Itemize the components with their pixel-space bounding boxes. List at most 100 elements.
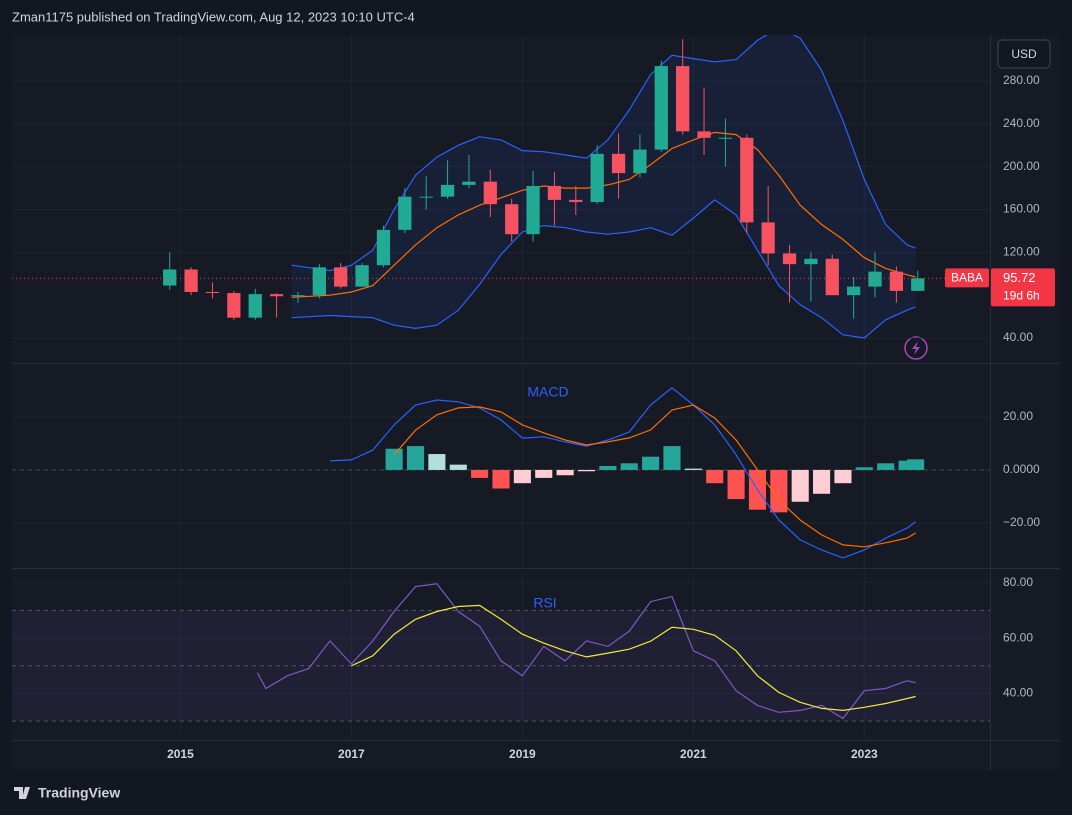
candle-body bbox=[312, 267, 326, 296]
y-tick-label: 40.00 bbox=[1003, 330, 1033, 344]
histogram-bar bbox=[813, 469, 831, 494]
candle-body bbox=[782, 253, 797, 265]
pane bbox=[12, 35, 990, 339]
candle-body bbox=[889, 271, 904, 291]
candle-body bbox=[526, 185, 540, 235]
overlay-line bbox=[291, 35, 916, 272]
brand-logo bbox=[14, 787, 30, 799]
candle-body bbox=[740, 137, 754, 223]
candle-body bbox=[334, 267, 348, 287]
candle-body bbox=[355, 265, 369, 287]
symbol-tag bbox=[945, 268, 989, 288]
countdown: 19d 6h bbox=[1003, 289, 1040, 303]
histogram-bar bbox=[877, 463, 895, 470]
candle-body bbox=[227, 293, 241, 318]
y-tick-label: 160.00 bbox=[1003, 202, 1040, 216]
y-tick-label: 0.0000 bbox=[1003, 462, 1040, 476]
candle-body bbox=[376, 229, 391, 266]
last-price: 95.72 bbox=[1003, 270, 1036, 285]
candle-body bbox=[611, 153, 626, 174]
histogram-bar bbox=[535, 469, 553, 478]
histogram-bar bbox=[449, 464, 467, 470]
alert-icon[interactable] bbox=[904, 336, 928, 360]
histogram-bar bbox=[727, 469, 745, 500]
currency-button[interactable] bbox=[997, 39, 1051, 69]
y-tick-label: 80.00 bbox=[1003, 575, 1033, 589]
candle-body bbox=[804, 258, 818, 265]
candle-body bbox=[269, 294, 284, 297]
y-tick-label: 280.00 bbox=[1003, 73, 1040, 87]
alert-bolt bbox=[912, 341, 920, 355]
histogram-bar bbox=[471, 469, 489, 478]
candle-body bbox=[547, 185, 562, 200]
histogram-bar bbox=[406, 446, 425, 470]
histogram-bar bbox=[385, 448, 403, 470]
ma-line bbox=[351, 604, 916, 712]
candle-body bbox=[205, 291, 220, 294]
y-tick-label: 120.00 bbox=[1003, 245, 1040, 259]
pane-title: MACD bbox=[527, 384, 568, 400]
x-tick-label: 2017 bbox=[338, 747, 365, 761]
candle-body bbox=[633, 149, 647, 174]
y-tick-label: −20.00 bbox=[1003, 515, 1040, 529]
candle-body bbox=[248, 294, 262, 318]
candle-body bbox=[398, 196, 412, 230]
symbol: BABA bbox=[951, 271, 983, 285]
brand: TradingView bbox=[38, 785, 120, 801]
histogram-bar bbox=[620, 463, 638, 470]
candle-body bbox=[868, 271, 882, 287]
histogram-bar bbox=[855, 467, 873, 470]
candle-body bbox=[654, 66, 668, 150]
histogram-bar bbox=[791, 469, 809, 502]
y-tick-label: 200.00 bbox=[1003, 159, 1040, 173]
histogram-bar bbox=[706, 469, 724, 484]
histogram-bar bbox=[428, 454, 446, 470]
x-tick-label: 2021 bbox=[680, 747, 707, 761]
currency: USD bbox=[1011, 47, 1037, 61]
histogram-bar bbox=[513, 469, 531, 484]
macd-line bbox=[329, 387, 916, 559]
x-tick-label: 2015 bbox=[167, 747, 194, 761]
candle-body bbox=[569, 199, 583, 203]
chart-area bbox=[12, 35, 1060, 770]
candle-body bbox=[590, 153, 604, 203]
pane bbox=[12, 582, 990, 722]
candle-body bbox=[440, 184, 455, 197]
y-tick-label: 20.00 bbox=[1003, 409, 1033, 423]
y-tick-label: 40.00 bbox=[1003, 686, 1033, 700]
x-tick-label: 2023 bbox=[851, 747, 878, 761]
histogram-bar bbox=[907, 459, 925, 470]
x-tick-label: 2019 bbox=[509, 747, 536, 761]
overlay-line bbox=[291, 199, 916, 339]
histogram-bar bbox=[577, 469, 596, 472]
candle-body bbox=[825, 258, 839, 296]
candle-body bbox=[505, 204, 519, 235]
candle-body bbox=[911, 278, 925, 291]
candle-body bbox=[291, 295, 305, 297]
rsi-line bbox=[256, 583, 916, 720]
candle-body bbox=[718, 137, 733, 139]
histogram-bar bbox=[770, 469, 788, 513]
candle-body bbox=[184, 269, 198, 292]
candle-body bbox=[676, 66, 690, 132]
histogram-bar bbox=[684, 468, 702, 470]
candle-body bbox=[697, 131, 711, 138]
candle-body bbox=[847, 286, 861, 296]
y-tick-label: 240.00 bbox=[1003, 116, 1040, 130]
y-tick-label: 60.00 bbox=[1003, 630, 1033, 644]
histogram-bar bbox=[556, 469, 574, 476]
histogram-bar bbox=[492, 469, 510, 489]
signal-line bbox=[393, 404, 916, 548]
candle-body bbox=[483, 181, 497, 205]
candle-body bbox=[419, 196, 433, 198]
candle-body bbox=[462, 181, 476, 185]
histogram-bar bbox=[599, 465, 617, 470]
pane-title: RSI bbox=[533, 595, 556, 611]
price-tag bbox=[991, 268, 1055, 307]
histogram-bar bbox=[834, 469, 852, 484]
pane bbox=[12, 387, 990, 559]
candle-body bbox=[163, 269, 177, 286]
header-title: Zman1175 published on TradingView.com, A… bbox=[12, 9, 415, 24]
histogram-bar bbox=[663, 446, 681, 470]
